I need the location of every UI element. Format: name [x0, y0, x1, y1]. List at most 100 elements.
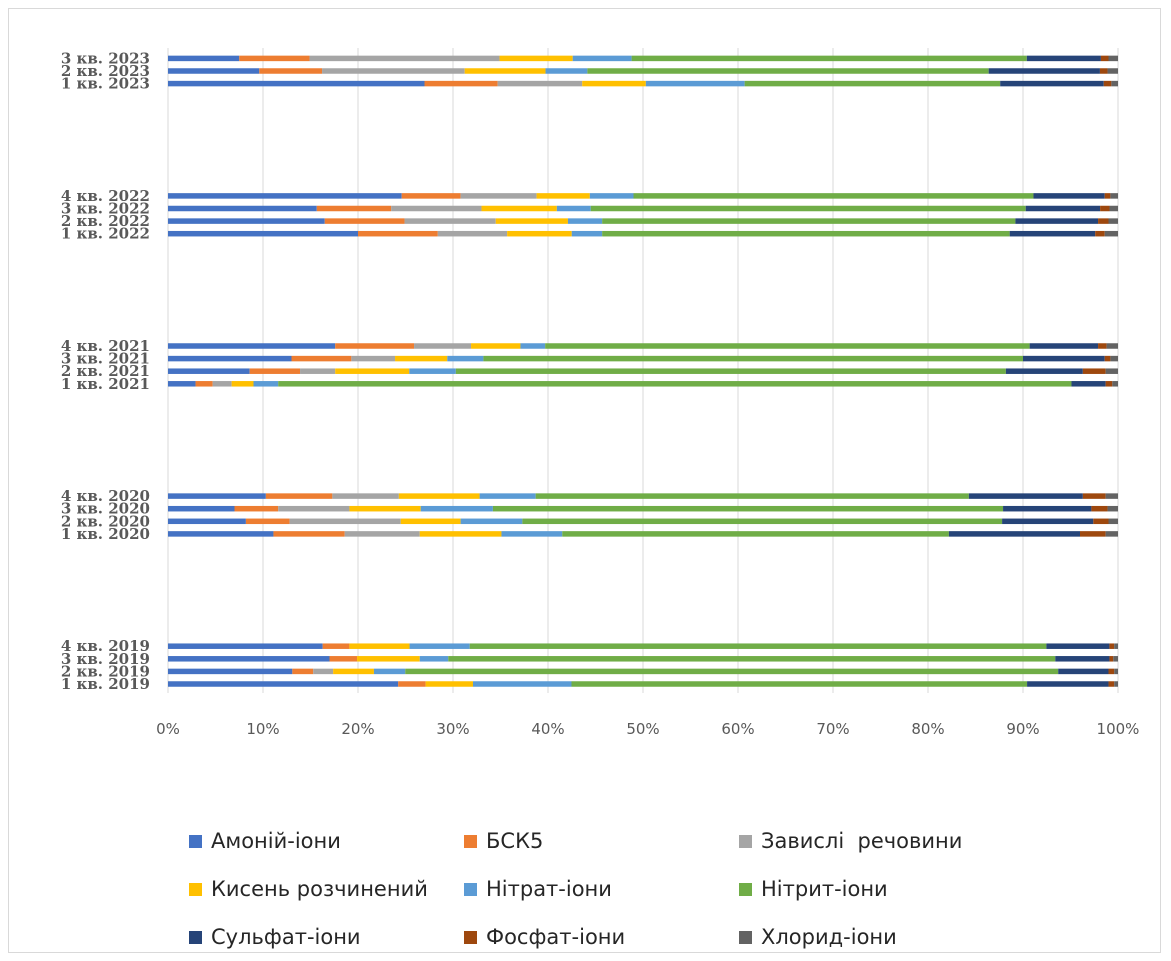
bar-segment [464, 68, 546, 74]
bar-segment [1104, 230, 1118, 237]
category-label: 2 кв. 2020 [61, 512, 150, 530]
category-label: 3 кв. 2023 [61, 49, 150, 67]
chart-legend: Амоній-іони БСК5 Завислі речовини Кисень ро… [189, 817, 1069, 961]
bar-segment [419, 531, 502, 537]
bar-segment [520, 343, 546, 349]
x-tick-label: 90% [1006, 720, 1039, 738]
category-label: 2 кв. 2019 [61, 662, 150, 680]
bar-segment [572, 55, 632, 62]
bar-segment [409, 643, 470, 649]
category-label: 4 кв. 2022 [61, 187, 150, 205]
bar-segment [1055, 656, 1110, 662]
bar-segment [1110, 355, 1118, 362]
bar-segment [1098, 343, 1107, 349]
bar-segment [300, 368, 336, 374]
category-label: 1 кв. 2022 [61, 225, 150, 243]
bar-segment [404, 218, 496, 224]
bar-segment [409, 368, 456, 374]
bar-segment [448, 656, 1056, 662]
x-tick-label: 30% [436, 720, 469, 738]
bar-segment [335, 343, 415, 349]
bar-segment [322, 68, 465, 74]
bar-segment [1095, 230, 1105, 237]
bar-segment [1098, 218, 1109, 224]
bar-segment [245, 518, 290, 525]
bar-segment [231, 381, 254, 387]
bar-segment [358, 230, 438, 237]
bar-segment [744, 80, 1001, 87]
bar-segment [1109, 205, 1118, 212]
bar-segment [1027, 681, 1109, 687]
bar-segment [316, 205, 392, 212]
bar-segment [499, 55, 573, 62]
bar-segment [1080, 531, 1106, 537]
bar-segment [481, 205, 557, 212]
legend-swatch [739, 882, 752, 896]
bar-segment [536, 193, 590, 199]
bar-segment [469, 643, 1047, 649]
bar-segment [1003, 505, 1092, 512]
legend-swatch [464, 930, 477, 944]
legend-item: Фосфат-іони [464, 925, 739, 949]
bar-segment [631, 55, 1027, 62]
bar-segment [501, 531, 563, 537]
bar-segment [168, 205, 317, 212]
bar-segment [168, 531, 274, 537]
bar-segment [1082, 368, 1106, 374]
bar-segment [1108, 681, 1115, 687]
bar-segment [234, 505, 279, 512]
bar-segment [168, 505, 235, 512]
bar-segment [265, 493, 333, 499]
bar-segment [1108, 218, 1118, 224]
bar-segment [313, 668, 334, 675]
legend-item: Кисень розчинений [189, 877, 464, 901]
bar-segment [479, 493, 536, 499]
category-label: 3 кв. 2019 [61, 650, 150, 668]
bar-segment [1093, 518, 1109, 525]
bar-segment [1029, 343, 1099, 349]
bar-segment [562, 531, 949, 537]
bars [168, 55, 1118, 687]
category-label: 4 кв. 2021 [61, 337, 150, 355]
bar-segment [395, 355, 448, 362]
bar-segment [1114, 681, 1118, 687]
bar-segment [332, 493, 399, 499]
category-label: 4 кв. 2020 [61, 487, 150, 505]
legend-label: Фосфат-іони [486, 925, 626, 949]
bar-segment [1103, 80, 1112, 87]
bar-segment [1105, 531, 1118, 537]
bar-segment [1105, 381, 1113, 387]
bar-segment [535, 493, 969, 499]
bar-segment [425, 681, 473, 687]
bar-segment [401, 193, 461, 199]
bar-segment [405, 668, 1059, 675]
bar-segment [278, 505, 350, 512]
bar-segment [571, 230, 603, 237]
bar-segment [1023, 355, 1105, 362]
bar-segment [507, 230, 572, 237]
bar-segment [168, 656, 330, 662]
legend-swatch [739, 834, 752, 848]
bar-segment [212, 381, 232, 387]
bar-segment [1058, 668, 1109, 675]
chart-frame: 1 кв. 2019 2 кв. 2019 3 кв. 2019 4 кв. 2019… [8, 8, 1161, 953]
bar-segment [168, 668, 293, 675]
bar-segment [289, 518, 401, 525]
bar-segment [988, 68, 1100, 74]
x-tick-label: 70% [816, 720, 849, 738]
bar-segment [1009, 230, 1096, 237]
legend-item: Хлорид-іони [739, 925, 1069, 949]
bar-segment [1108, 518, 1118, 525]
bar-segment [291, 355, 352, 362]
legend-label: БСК5 [486, 829, 544, 853]
category-label: 3 кв. 2021 [61, 350, 150, 368]
bar-segment [351, 355, 396, 362]
bar-segment [278, 381, 1072, 387]
bar-segment [567, 218, 603, 224]
bar-segment [349, 643, 410, 649]
x-tick-label: 0% [156, 720, 180, 738]
bar-segment [571, 681, 1028, 687]
legend-swatch [464, 834, 477, 848]
bar-segment [437, 230, 508, 237]
